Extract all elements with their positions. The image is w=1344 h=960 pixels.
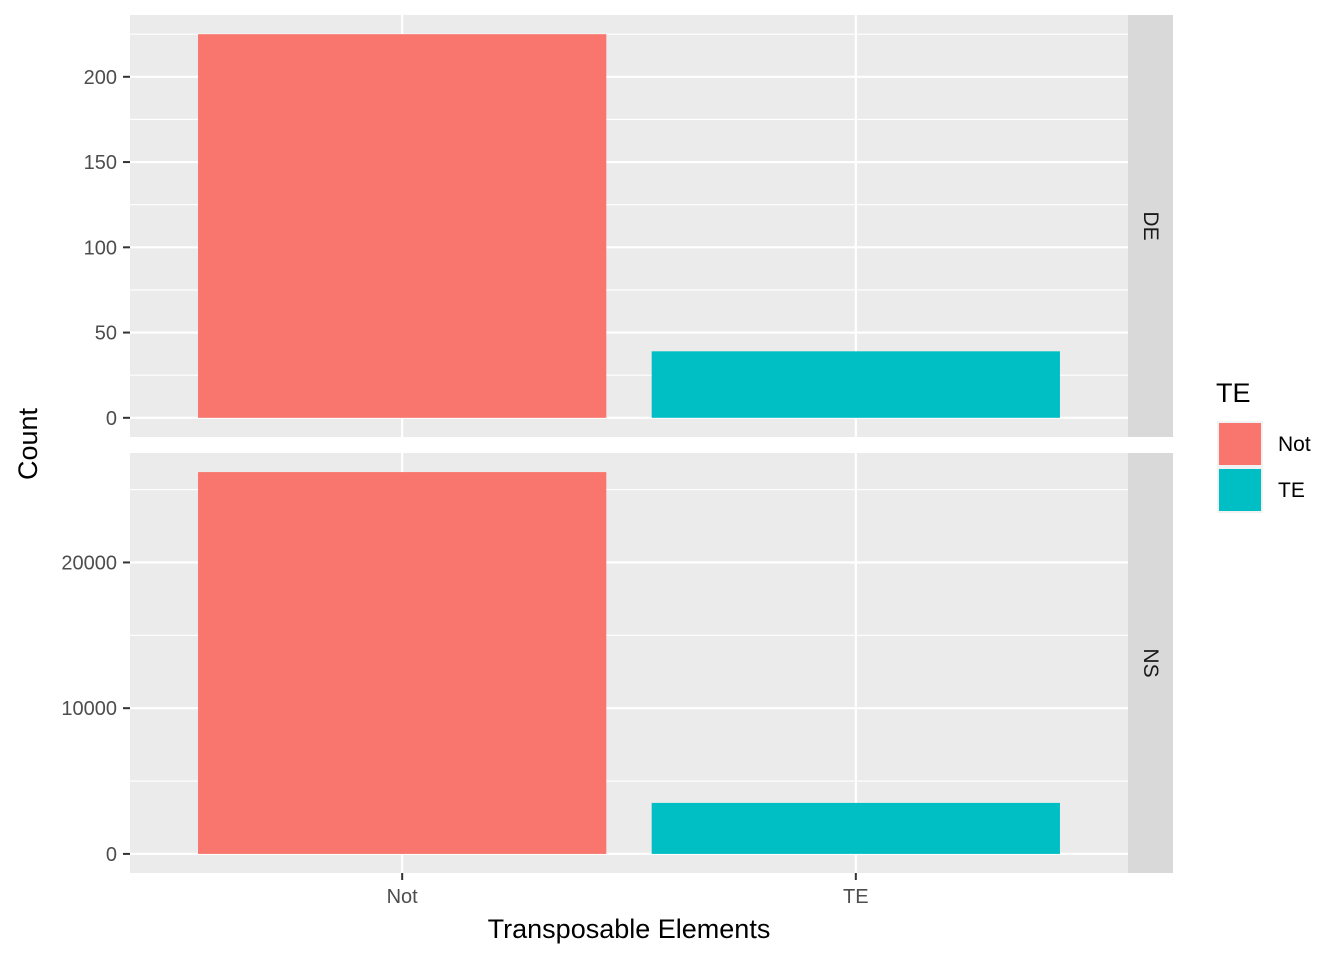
y-tick-label: 100 (84, 237, 117, 259)
legend-label: Not (1278, 433, 1311, 456)
x-axis-title: Transposable Elements (488, 914, 771, 944)
y-tick-label: 200 (84, 67, 117, 89)
y-axis-title: Count (13, 407, 43, 480)
facet-strip-ns (1128, 453, 1173, 873)
facet-strip-de (1128, 15, 1173, 437)
facet-strip-label: NS (1139, 648, 1162, 677)
facet-strip-label: DE (1139, 211, 1162, 240)
bar-ns-not (198, 472, 607, 854)
bar-de-te (651, 351, 1060, 418)
y-tick-label: 0 (106, 844, 117, 866)
bar-ns-te (651, 802, 1060, 854)
x-tick-label: TE (843, 886, 869, 908)
y-tick-label: 50 (95, 323, 117, 345)
legend-label: TE (1278, 479, 1305, 502)
bar-de-not (198, 34, 607, 418)
legend-swatch-not (1219, 423, 1261, 465)
legend-title: TE (1216, 378, 1251, 408)
y-tick-label: 20000 (61, 552, 117, 574)
y-tick-label: 0 (106, 408, 117, 430)
x-tick-label: Not (387, 886, 419, 908)
y-tick-label: 10000 (61, 698, 117, 720)
legend-swatch-te (1219, 469, 1261, 511)
y-tick-label: 150 (84, 152, 117, 174)
